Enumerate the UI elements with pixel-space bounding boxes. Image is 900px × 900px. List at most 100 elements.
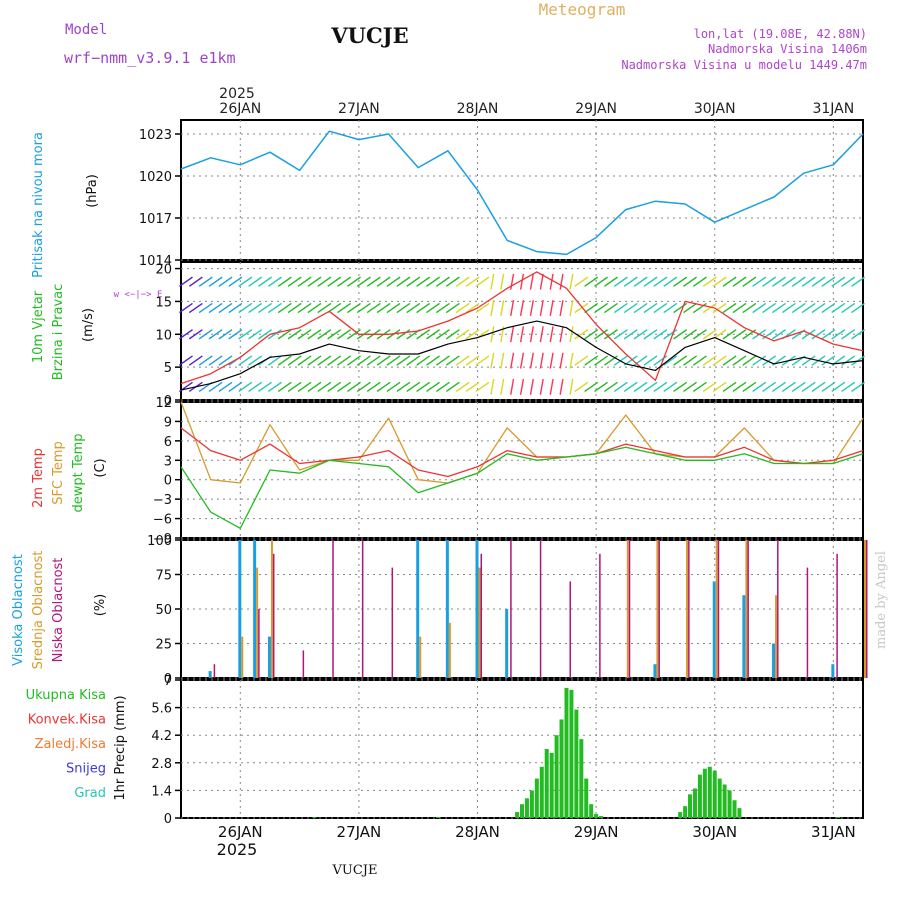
y-tick-label: 9	[164, 415, 172, 430]
wind-arrow	[258, 381, 272, 393]
wind-arrow	[396, 355, 411, 366]
cloud-bar	[717, 540, 720, 678]
y-tick-labels: 101410171020102305101520−9−6−30369120255…	[139, 128, 181, 827]
wind-arrow	[702, 355, 717, 366]
wind-arrow	[584, 276, 599, 287]
wind-arrow	[510, 352, 515, 369]
wind-arrow	[584, 381, 599, 393]
precip-labels: 1hr Precip (mm) Ukupna Kisa Konvek.Kisa Za…	[26, 688, 128, 801]
cloud-bar	[448, 622, 451, 678]
y-tick-label: 1020	[139, 170, 172, 185]
wind-arrow	[218, 355, 233, 366]
wind-arrow	[549, 378, 554, 395]
wind-arrow	[297, 276, 312, 287]
precip-legend-item: Konvek.Kisa	[28, 713, 106, 728]
precip-bar	[529, 790, 534, 818]
cloud-bar	[777, 540, 779, 678]
wind-arrow	[821, 355, 836, 366]
wind-arrow	[549, 299, 554, 317]
wind-arrow	[791, 302, 806, 314]
wind-arrow	[208, 381, 223, 393]
wind-arrow	[692, 276, 707, 287]
wind-arrow	[396, 381, 411, 393]
top-day-label: 31JAN	[812, 101, 854, 117]
wind-arrow	[386, 381, 401, 393]
precip-bar	[569, 689, 574, 818]
wind-arrow	[594, 381, 609, 393]
wind-arrow	[386, 276, 401, 287]
wind-arrow	[267, 329, 282, 340]
precip-bar	[520, 804, 524, 818]
wind-arrow	[584, 355, 599, 366]
cloud-bar	[213, 664, 216, 678]
cloud-bar	[745, 540, 748, 678]
precip-legend-item: Ukupna Kisa	[26, 688, 106, 703]
wind-arrow	[742, 355, 757, 366]
wind-arrow	[604, 276, 618, 287]
wind-arrow	[277, 329, 292, 340]
wind-arrow	[549, 352, 554, 369]
wind-arrow	[277, 355, 292, 366]
wind-arrow	[811, 329, 826, 340]
wind-arrow	[633, 302, 648, 314]
wind-arrow	[569, 273, 574, 290]
precip-bar	[737, 808, 742, 818]
y-tick-label: 4.2	[151, 729, 172, 744]
wind-arrow	[465, 355, 480, 366]
precip-legend-item: Grad	[74, 786, 106, 801]
cloud-label-mid: Srednja Oblacnost	[31, 551, 46, 670]
precip-bar	[692, 788, 697, 818]
wind-arrow	[386, 302, 401, 314]
cloud-bar	[806, 567, 809, 678]
bottom-day-label: 31JAN	[811, 823, 856, 841]
wind-arrow	[801, 302, 816, 314]
wind-label-1: 10m Vjetar	[31, 290, 46, 363]
wind-arrow	[178, 276, 193, 287]
wind-arrow	[821, 276, 836, 287]
wind-arrow	[781, 276, 796, 287]
cloud-bar	[272, 553, 275, 678]
wind-arrow	[653, 355, 668, 366]
wind-arrow	[752, 276, 767, 287]
wind-arrow	[702, 302, 717, 314]
wind-arrow	[653, 381, 668, 393]
wind-arrow	[406, 302, 421, 314]
top-date-axis: 2025 26JAN 27JAN 28JAN 29JAN 30JAN 31JAN	[219, 86, 854, 117]
wind-arrow	[569, 326, 574, 343]
wind-arrow	[376, 355, 391, 366]
wind-arrow	[772, 276, 786, 287]
wind-arrow	[510, 378, 515, 395]
y-tick-label: 75	[155, 569, 172, 584]
wind-arrow	[841, 355, 856, 366]
cloud-bar	[391, 567, 394, 678]
wind-arrow	[841, 329, 856, 340]
wind-arrow	[248, 329, 263, 340]
cloud-bar	[831, 664, 835, 678]
cloud-bar	[302, 650, 305, 678]
wind-arrow	[178, 302, 193, 314]
wind-arrow	[519, 299, 525, 317]
top-day-label: 29JAN	[575, 101, 617, 117]
wind-arrow	[722, 381, 737, 393]
wind-arrow	[529, 273, 534, 290]
precip-bar	[579, 739, 584, 818]
cloud-bar	[361, 540, 364, 678]
precip-bar	[594, 814, 599, 818]
wind-arrow	[317, 381, 332, 393]
precip-bar	[688, 794, 693, 818]
cloud-bar	[416, 540, 420, 678]
wind-arrow	[613, 276, 628, 287]
elevation-text: Nadmorska Visina 1406m	[708, 42, 867, 56]
wind-arrow	[821, 302, 836, 314]
wind-arrow	[539, 299, 544, 317]
precip-bar	[564, 687, 569, 818]
bottom-date-axis: 2025 26JAN 27JAN 28JAN 29JAN 30JAN 31JAN	[217, 823, 856, 859]
precip-bar	[707, 766, 712, 818]
wind-arrow	[376, 302, 391, 314]
wind-arrow	[307, 302, 322, 314]
wind-arrow	[559, 378, 564, 395]
wind-arrow	[732, 276, 747, 287]
wind-arrow	[613, 381, 628, 393]
wind-arrow	[317, 355, 332, 366]
wind-labels: 10m Vjetar Brzina i Pravac (m/s) w <−|−>…	[31, 284, 162, 381]
